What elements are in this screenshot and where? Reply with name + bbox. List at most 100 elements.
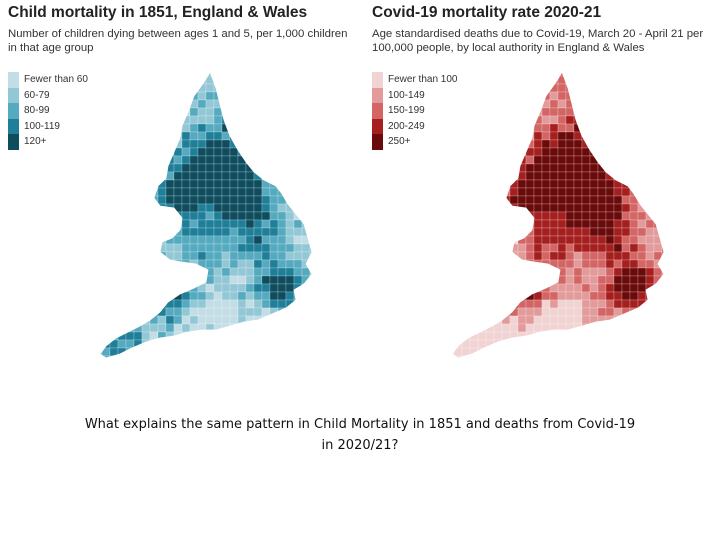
covid-district xyxy=(637,139,647,149)
child-district xyxy=(125,267,135,277)
child-district xyxy=(133,163,143,173)
child-district xyxy=(173,299,183,309)
child-district xyxy=(149,155,159,165)
covid-district xyxy=(557,187,567,197)
covid-district xyxy=(541,187,551,197)
child-district xyxy=(309,195,312,205)
child-district xyxy=(141,291,151,301)
covid-district xyxy=(517,251,527,261)
child-district xyxy=(181,299,191,309)
child-district xyxy=(277,315,287,325)
child-district xyxy=(133,131,143,141)
covid-district xyxy=(565,347,575,357)
child-district xyxy=(221,331,231,341)
covid-district xyxy=(573,147,583,157)
child-district xyxy=(149,347,159,357)
child-district xyxy=(117,299,127,309)
child-district xyxy=(293,243,303,253)
child-mortality-legend: Fewer than 60 60-79 80-99 100-119 120+ xyxy=(8,72,88,150)
covid-district xyxy=(509,91,519,101)
legend-label: Fewer than 100 xyxy=(388,74,458,86)
child-district xyxy=(261,195,271,205)
covid-district xyxy=(461,307,471,317)
child-district xyxy=(309,307,312,317)
child-district xyxy=(245,339,255,349)
child-district xyxy=(285,339,295,349)
covid-district xyxy=(533,72,543,77)
child-district xyxy=(165,339,175,349)
covid-district xyxy=(533,123,543,133)
child-district xyxy=(150,364,158,372)
child-district xyxy=(229,347,239,357)
covid-district xyxy=(670,164,678,172)
covid-district xyxy=(670,356,678,364)
child-district xyxy=(318,364,326,372)
covid-district xyxy=(533,227,543,237)
child-district xyxy=(318,148,326,156)
child-district xyxy=(109,283,119,293)
covid-district xyxy=(661,339,664,349)
covid-district xyxy=(645,235,655,245)
child-district xyxy=(157,72,167,77)
covid-district xyxy=(469,115,479,125)
child-district xyxy=(133,179,143,189)
child-district xyxy=(293,259,303,269)
covid-district xyxy=(661,307,664,317)
covid-district xyxy=(452,83,455,93)
covid-district xyxy=(565,291,575,301)
covid-district xyxy=(541,315,551,325)
child-district xyxy=(100,147,103,157)
covid-district xyxy=(581,123,591,133)
child-district xyxy=(197,235,207,245)
covid-district xyxy=(670,108,678,116)
child-district xyxy=(309,203,312,213)
covid-district xyxy=(581,339,591,349)
child-district xyxy=(149,99,159,109)
covid-district xyxy=(670,348,678,356)
child-district xyxy=(213,187,223,197)
child-district xyxy=(301,107,311,117)
covid-district xyxy=(565,267,575,277)
child-district xyxy=(109,131,119,141)
covid-district xyxy=(509,275,519,285)
child-district xyxy=(221,227,231,237)
child-district xyxy=(117,107,127,117)
covid-district xyxy=(501,323,511,333)
covid-district xyxy=(485,227,495,237)
child-district xyxy=(109,115,119,125)
covid-district xyxy=(485,259,495,269)
covid-district xyxy=(541,355,551,358)
child-district xyxy=(181,219,191,229)
child-district xyxy=(118,364,126,372)
covid-district xyxy=(629,235,639,245)
child-district xyxy=(101,219,111,229)
covid-district xyxy=(565,219,575,229)
covid-district xyxy=(517,83,527,93)
child-district xyxy=(197,307,207,317)
child-district xyxy=(245,179,255,189)
covid-district xyxy=(485,307,495,317)
child-district xyxy=(173,179,183,189)
child-district xyxy=(269,323,279,333)
child-district xyxy=(182,364,190,372)
covid-district xyxy=(533,299,543,309)
legend-label: 200-249 xyxy=(388,120,425,132)
covid-district xyxy=(621,203,631,213)
child-district xyxy=(301,171,311,181)
child-district xyxy=(197,171,207,181)
child-district xyxy=(213,211,223,221)
child-district xyxy=(125,339,135,349)
covid-district xyxy=(501,203,511,213)
covid-district xyxy=(461,291,471,301)
covid-district xyxy=(645,339,655,349)
child-district xyxy=(109,123,119,133)
covid-district xyxy=(453,243,463,253)
covid-district xyxy=(541,155,551,165)
covid-district xyxy=(453,307,463,317)
covid-district xyxy=(605,75,615,85)
child-district xyxy=(237,323,247,333)
covid-district xyxy=(605,323,615,333)
child-district xyxy=(293,219,303,229)
covid-district xyxy=(557,315,567,325)
child-district xyxy=(301,163,311,173)
